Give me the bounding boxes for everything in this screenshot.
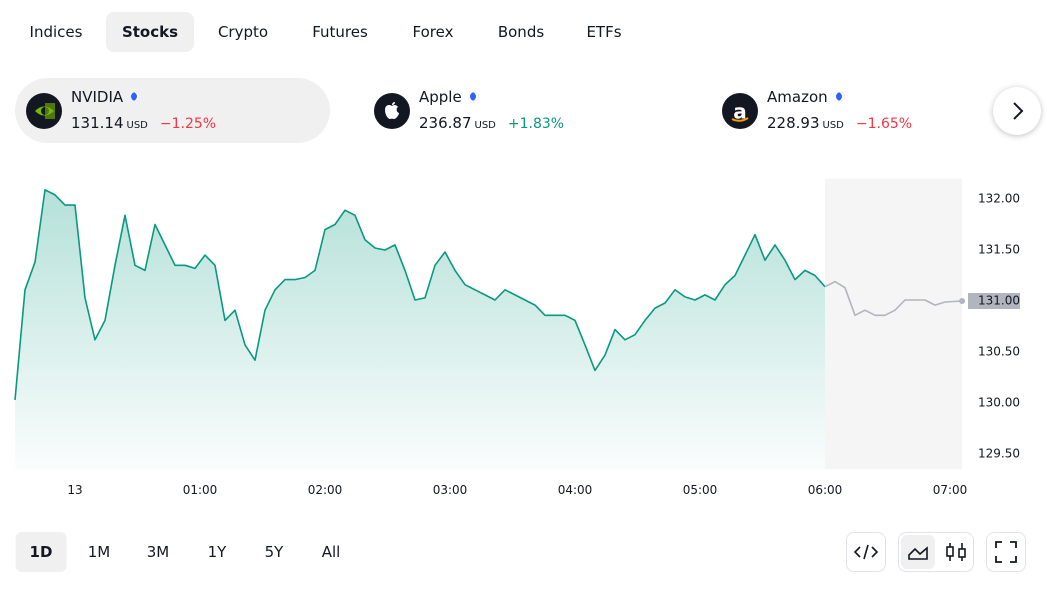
svg-text:a: a: [733, 100, 747, 124]
x-tick-label: 03:00: [433, 483, 468, 497]
ticker-price: 131.14: [71, 114, 124, 132]
ticker-quote: 236.87 USD +1.83%: [419, 114, 564, 132]
tab[interactable]: Crypto: [217, 23, 269, 41]
tab[interactable]: Indices: [29, 23, 83, 41]
fullscreen-button[interactable]: [986, 532, 1026, 572]
price-tag-label: 131.00: [978, 294, 1020, 308]
next-button[interactable]: [993, 87, 1041, 135]
ticker-currency: USD: [126, 120, 148, 131]
ticker-name-row: Apple: [419, 88, 479, 106]
x-tick-label: 02:00: [308, 483, 343, 497]
y-tick-label: 132.00: [978, 192, 1020, 206]
market-status-icon: [835, 92, 845, 101]
x-tick-label: 01:00: [183, 483, 218, 497]
y-tick-label: 130.50: [978, 345, 1020, 359]
candle-icon: [946, 543, 966, 561]
ticker-logo: [374, 93, 410, 129]
ticker-name-row: NVIDIA: [71, 88, 141, 106]
ticker-price: 236.87: [419, 114, 472, 132]
range-button[interactable]: 1Y: [207, 543, 227, 561]
ticker-name: NVIDIA: [71, 88, 124, 106]
ticker-logo: a: [722, 93, 758, 129]
area-style-button[interactable]: [901, 535, 935, 569]
tab[interactable]: Futures: [312, 23, 368, 41]
area-icon: [908, 546, 928, 560]
market-status-icon: [131, 92, 141, 101]
ticker-card[interactable]: NVIDIA 131.14 USD −1.25%: [15, 78, 330, 143]
ticker-quote: 131.14 USD −1.25%: [71, 114, 216, 132]
range-button[interactable]: 3M: [146, 543, 170, 561]
ticker-currency: USD: [822, 120, 844, 131]
ticker-change: −1.25%: [159, 116, 217, 132]
tab[interactable]: ETFs: [586, 23, 622, 41]
x-tick-label: 06:00: [808, 483, 843, 497]
ticker-change: −1.65%: [855, 116, 913, 132]
tab[interactable]: Stocks: [105, 12, 195, 52]
ticker-name-row: Amazon: [767, 88, 845, 106]
ticker-currency: USD: [474, 120, 496, 131]
code-icon: [853, 544, 879, 560]
candle-style-button[interactable]: [939, 535, 973, 569]
chart: 13 01:00 02:00 03:00 04:00 05:00 06:00 07:00 129…: [14, 178, 1020, 497]
ticker-card[interactable]: Apple 236.87 USD +1.83%: [363, 78, 678, 143]
x-tick-label: 05:00: [683, 483, 718, 497]
ticker-price: 228.93: [767, 114, 820, 132]
price-tag: [968, 293, 1020, 309]
ticker-name: Apple: [419, 88, 462, 106]
x-tick-label: 07:00: [933, 483, 968, 497]
ticker-card[interactable]: a Amazon 228.93 USD −1.65%: [711, 78, 1026, 143]
tab[interactable]: Forex: [412, 23, 454, 41]
after-hours-background: [825, 178, 963, 470]
range-button[interactable]: 5Y: [264, 543, 284, 561]
x-tick-label: 13: [67, 483, 82, 497]
ticker-name: Amazon: [767, 88, 828, 106]
y-tick-label: 129.50: [978, 447, 1020, 461]
price-line: [14, 189, 826, 400]
x-tick-label: 04:00: [558, 483, 593, 497]
embed-button[interactable]: [846, 532, 886, 572]
ticker-quote: 228.93 USD −1.65%: [767, 114, 912, 132]
chart-style-group: [898, 532, 974, 572]
price-line: [824, 280, 963, 317]
chevron-icon: [1013, 102, 1024, 120]
fullscreen-icon: [995, 541, 1017, 563]
range-button[interactable]: All: [321, 543, 341, 561]
tab[interactable]: Bonds: [497, 23, 545, 41]
ticker-logo: [26, 93, 62, 129]
range-button[interactable]: 1M: [87, 543, 111, 561]
y-tick-label: 131.50: [978, 243, 1020, 257]
y-tick-label: 130.00: [978, 396, 1020, 410]
last-point: [959, 298, 966, 304]
ticker-change: +1.83%: [507, 116, 565, 132]
market-status-icon: [469, 92, 479, 101]
area-fill: [15, 189, 826, 470]
range-button[interactable]: 1D: [15, 532, 67, 572]
